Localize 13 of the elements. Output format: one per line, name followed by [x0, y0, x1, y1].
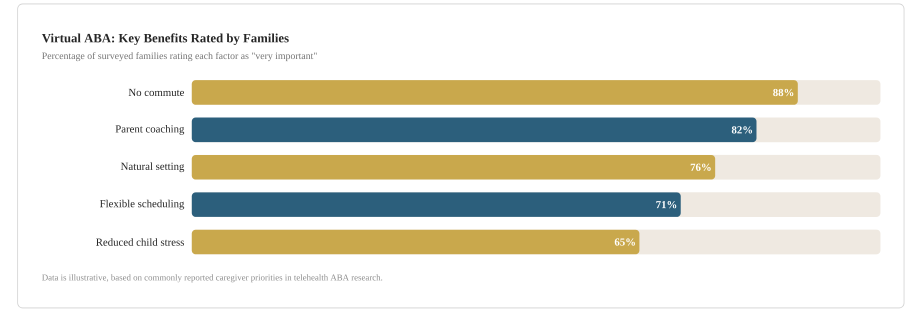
- data-label: 71%: [656, 201, 676, 208]
- data-label: 88%: [773, 88, 794, 96]
- text: Data is illustrative, based on commonly reported caregiver priorities in telehealth ABA research.: [42, 274, 382, 282]
- chart-title: Virtual ABA: Key Benefits Rated by Families: [42, 33, 289, 46]
- y-tick-label: Flexible scheduling: [100, 200, 184, 210]
- y-tick-label: Parent coaching: [116, 125, 184, 135]
- data-label: 82%: [732, 126, 752, 134]
- data-label: 65%: [614, 238, 635, 246]
- y-tick-label: Reduced child stress: [96, 238, 184, 246]
- y-tick-label: No commute: [128, 88, 184, 96]
- y-tick-label: Natural setting: [120, 162, 184, 172]
- data-label: 76%: [690, 164, 711, 171]
- chart-subtitle: Percentage of surveyed families rating each factor as "very important": [42, 52, 317, 62]
